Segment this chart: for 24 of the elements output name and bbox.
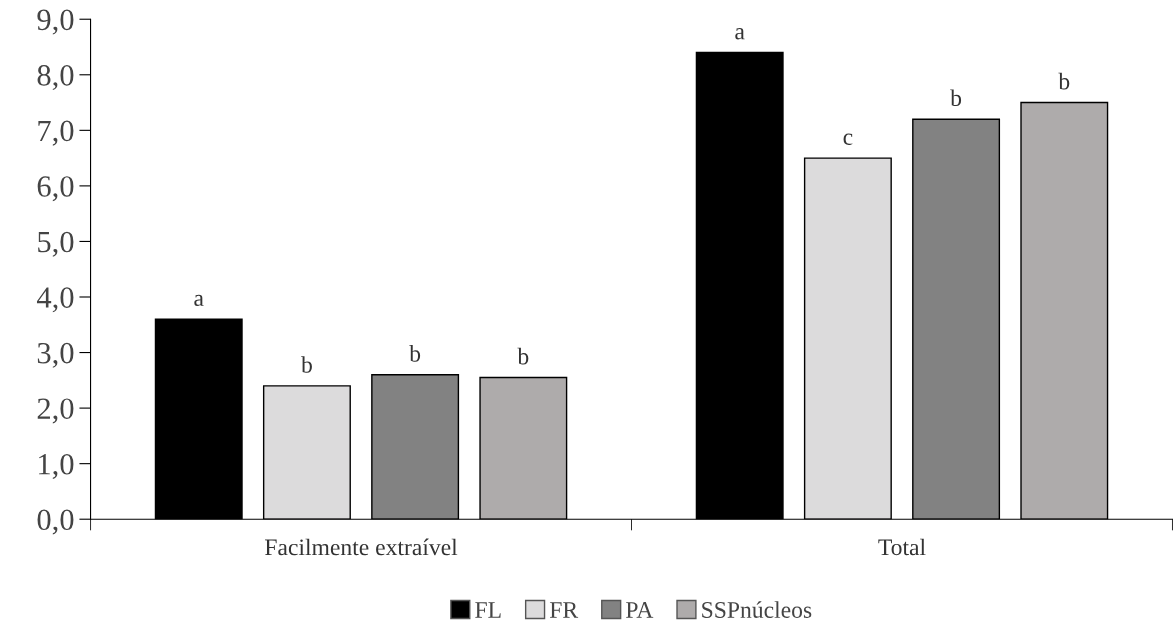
y-tick-label: 4,0	[36, 287, 74, 313]
y-tick-label: 3,0	[37, 342, 74, 368]
legend-label: PA	[626, 602, 654, 618]
legend-label: FR	[549, 602, 579, 618]
data-label: b	[409, 345, 421, 362]
y-tick-label: 9,0	[37, 9, 74, 35]
legend-label: SSPnúcleos	[702, 601, 812, 618]
data-label: b	[950, 89, 962, 107]
data-label: a	[735, 28, 745, 40]
y-tick-label: 0,0	[37, 509, 74, 535]
data-label: b	[1058, 72, 1070, 90]
y-tick-label: 8,0	[37, 65, 74, 91]
data-label: a	[194, 294, 204, 307]
y-tick-label: 6,0	[37, 176, 74, 202]
data-label: b	[301, 356, 312, 373]
data-label: b	[517, 347, 529, 365]
y-tick-label: 2,0	[37, 398, 74, 424]
x-tick-label: Total	[878, 538, 926, 556]
y-tick-label: 5,0	[38, 231, 74, 257]
y-tick-label: 1,0	[39, 453, 74, 479]
data-label: c	[843, 133, 853, 145]
x-tick-label: Facilmente extraível	[265, 538, 458, 556]
legend-label: FL	[475, 602, 501, 618]
y-tick-label: 7,0	[38, 120, 74, 146]
